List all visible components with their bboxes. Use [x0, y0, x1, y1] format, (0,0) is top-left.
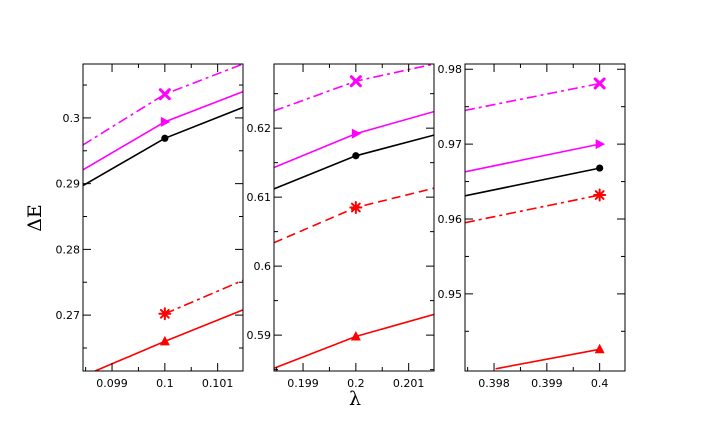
data-point-red-dashdot-star [593, 188, 607, 202]
x-tick-label: 0.398 [478, 377, 510, 390]
series-line-red-dashed-star [274, 187, 434, 244]
x-tick-label: 0.201 [393, 377, 425, 390]
y-tick-label: 0.61 [247, 191, 272, 204]
data-point-black-solid-circle [352, 152, 360, 160]
y-tick-label: 0.98 [438, 63, 463, 76]
x-tick-label: 0.4 [591, 377, 609, 390]
data-point-red-solid-triangle [350, 331, 361, 341]
series-line-red-solid-triangle [94, 309, 243, 371]
series-line-red-dashdot-star [465, 194, 600, 224]
data-point-black-solid-circle [161, 134, 169, 142]
panel-middle: 0.199 0.2 0.201 0.59 0.6 0.61 0.62 [247, 63, 435, 390]
series-lines [465, 82, 600, 370]
data-point-magenta-dashdot-cross [158, 88, 171, 101]
series-line-magenta-solid-triangle [274, 110, 434, 169]
x-tick-label: 0.2 [347, 377, 365, 390]
series-line-red-dashdot-star [164, 279, 243, 315]
series-line-black-solid-circle [274, 134, 434, 190]
series-line-magenta-dashdot-cross [274, 64, 434, 112]
data-point-magenta-solid-triangle [595, 139, 606, 150]
series-line-red-solid-triangle [274, 313, 434, 369]
y-axis-title: ΔE [24, 204, 46, 232]
series-line-magenta-solid-triangle [465, 143, 600, 173]
y-tick-label: 0.29 [56, 178, 81, 191]
x-tick-label: 0.399 [531, 377, 563, 390]
y-tick-label: 0.96 [438, 213, 463, 226]
data-point-magenta-dashdot-cross [349, 75, 362, 88]
panel-right: 0.398 0.399 0.4 0.95 0.96 0.97 0.98 [438, 63, 626, 390]
x-tick-label: 0.199 [287, 377, 319, 390]
y-tick-label: 0.62 [247, 122, 272, 135]
data-point-red-dashed-star [349, 200, 363, 214]
plot-frame [82, 63, 244, 372]
y-tick-label: 0.97 [438, 138, 463, 151]
data-point-black-solid-circle [596, 164, 604, 172]
series-markers [349, 75, 363, 341]
data-point-magenta-dashdot-cross [593, 77, 606, 90]
data-point-magenta-solid-triangle [160, 116, 171, 127]
data-point-red-solid-triangle [159, 335, 170, 346]
series-line-magenta-dashdot-cross [83, 64, 243, 146]
x-tick-label: 0.101 [202, 377, 234, 390]
series-line-red-solid-triangle [495, 348, 600, 370]
x-tick-label: 0.1 [156, 377, 174, 390]
y-tick-label: 0.6 [254, 260, 272, 273]
y-tick-label: 0.59 [247, 329, 272, 342]
plot-frame [464, 63, 626, 372]
series-line-magenta-dashdot-cross [465, 82, 600, 112]
data-point-red-dashdot-star [158, 307, 172, 321]
y-tick-label: 0.28 [56, 243, 81, 256]
y-tick-label: 0.27 [56, 309, 81, 322]
data-point-magenta-solid-triangle [351, 128, 362, 139]
x-tick-label: 0.099 [96, 377, 128, 390]
series-lines [83, 64, 243, 371]
data-point-red-solid-triangle [594, 343, 605, 354]
series-markers [158, 88, 172, 346]
series-markers [593, 77, 607, 354]
y-tick-label: 0.95 [438, 288, 463, 301]
series-lines [274, 64, 434, 369]
y-tick-label: 0.3 [63, 112, 81, 125]
x-axis-title: λ [349, 388, 361, 410]
series-line-black-solid-circle [465, 167, 600, 197]
plot-frame [273, 63, 435, 372]
panel-left: 0.099 0.1 0.101 0.27 0.28 0.29 0.3 [56, 63, 244, 390]
